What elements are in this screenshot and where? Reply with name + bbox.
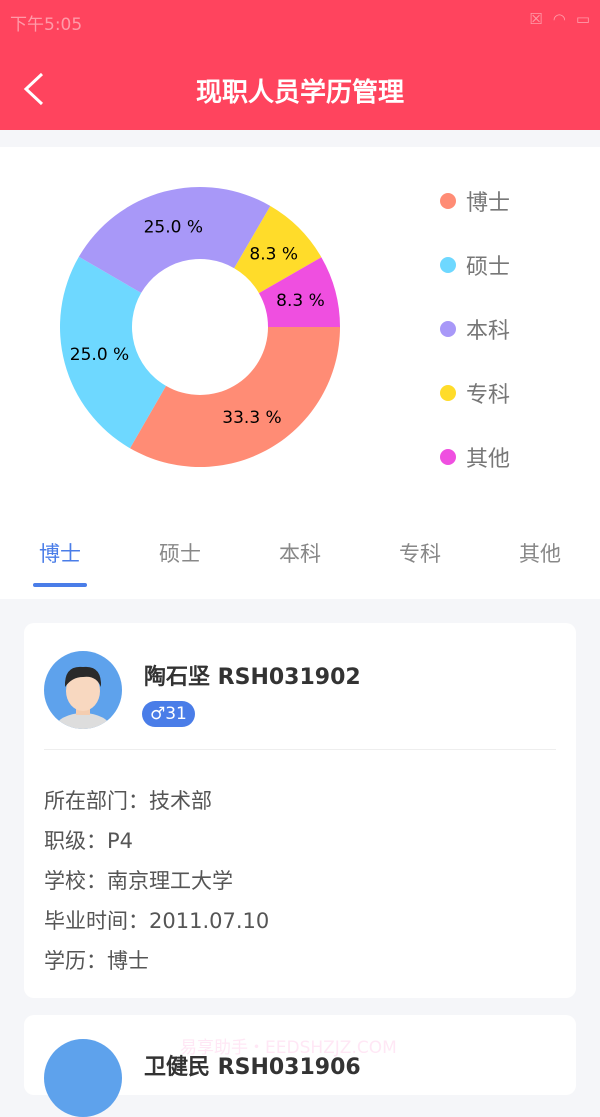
back-icon[interactable]: [22, 72, 46, 106]
legend-label: 其他: [466, 447, 511, 472]
education: 学历：博士: [44, 949, 149, 973]
pie-slice-2[interactable]: [78, 187, 271, 293]
slice-label: 25.0 %: [70, 345, 129, 365]
legend-label: 本科: [466, 319, 511, 344]
tab-phd[interactable]: 博士: [39, 542, 81, 566]
tab-associate[interactable]: 专科: [399, 542, 441, 566]
pie-slice-0[interactable]: [130, 327, 340, 468]
slice-label: 8.3 %: [276, 291, 325, 311]
avatar: [44, 1039, 122, 1117]
tab-master[interactable]: 硕士: [159, 542, 201, 566]
legend-item: 专科: [440, 377, 510, 409]
legend-item: 本科: [440, 313, 510, 345]
department: 所在部门：技术部: [44, 789, 212, 813]
school: 学校：南京理工大学: [44, 869, 233, 893]
header: 下午5:05 ☒ ◠ ▭ 现职人员学历管理: [0, 0, 600, 130]
legend-label: 硕士: [466, 255, 511, 280]
avatar: [44, 651, 122, 729]
wifi-icon: ◠: [552, 10, 566, 28]
status-icons: ☒ ◠ ▭: [529, 10, 590, 28]
legend-item: 硕士: [440, 249, 510, 281]
watermark: 易享助手・EEDSHZJZ.COM: [180, 1038, 397, 1058]
tab-indicator: [33, 583, 87, 587]
legend-item: 博士: [440, 185, 510, 217]
legend-dot: [440, 193, 456, 209]
graduation-date: 毕业时间：2011.07.10: [44, 909, 270, 933]
legend-dot: [440, 321, 456, 337]
education-pie-chart: 33.3 % 25.0 % 25.0 % 8.3 % 8.3 %: [59, 187, 340, 468]
tab-other[interactable]: 其他: [519, 542, 561, 566]
legend-label: 博士: [466, 191, 511, 216]
legend-dot: [440, 385, 456, 401]
legend-item: 其他: [440, 441, 510, 473]
slice-label: 25.0 %: [144, 217, 203, 237]
sim-icon: ☒: [529, 10, 543, 28]
employee-card[interactable]: 陶石坚 RSH031902 ♂31 所在部门：技术部 职级：P4 学校：南京理工…: [24, 623, 576, 998]
gender-age-badge: ♂31: [142, 701, 195, 727]
battery-icon: ▭: [575, 10, 590, 28]
legend-dot: [440, 449, 456, 465]
tab-bar: 博士 硕士 本科 专科 其他: [0, 520, 600, 598]
avatar-icon: [55, 666, 111, 729]
pie-slice-1[interactable]: [59, 256, 166, 449]
tab-bachelor[interactable]: 本科: [279, 542, 321, 566]
legend-dot: [440, 257, 456, 273]
slice-label: 33.3 %: [222, 408, 281, 428]
pie-slice-4[interactable]: [258, 257, 340, 327]
status-time: 下午5:05: [10, 15, 83, 35]
employee-name: 陶石坚 RSH031902: [144, 665, 361, 690]
page-title: 现职人员学历管理: [195, 78, 404, 108]
legend-label: 专科: [466, 383, 511, 408]
chart-panel: 33.3 % 25.0 % 25.0 % 8.3 % 8.3 % 博士 硕士 本科 专科 其他: [0, 147, 600, 599]
level: 职级：P4: [44, 829, 134, 853]
divider: [44, 749, 556, 750]
slice-label: 8.3 %: [249, 245, 298, 265]
pie-slice-3[interactable]: [234, 205, 322, 294]
